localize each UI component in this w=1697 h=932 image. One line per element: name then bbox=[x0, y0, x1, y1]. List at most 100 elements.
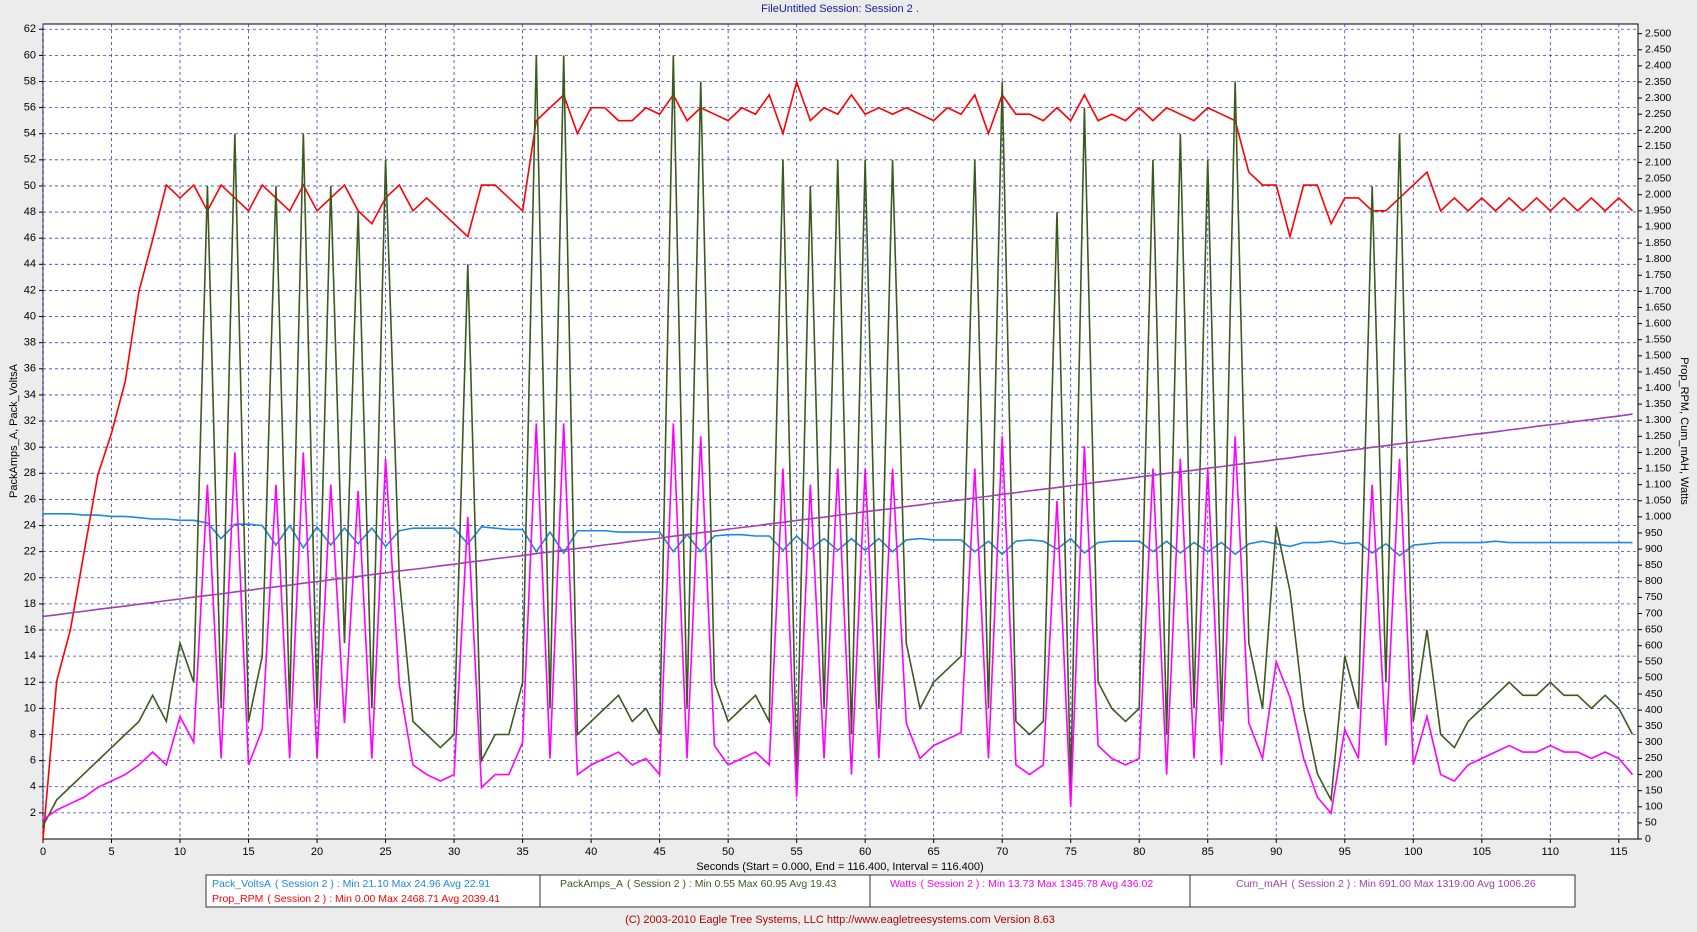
legend-name: Pack_VoltsA bbox=[212, 878, 271, 890]
legend-entry: Prop_RPM ( Session 2 ) : Min 0.00 Max 246… bbox=[212, 893, 500, 905]
y2-tick-label: 1.150 bbox=[1645, 462, 1671, 474]
x-tick-label: 115 bbox=[1610, 846, 1628, 858]
x-tick-label: 105 bbox=[1473, 846, 1491, 858]
y2-tick-label: 1.050 bbox=[1645, 495, 1671, 507]
y2-tick-label: 2.100 bbox=[1645, 156, 1671, 168]
y-tick-label: 6 bbox=[30, 755, 36, 767]
x-tick-label: 55 bbox=[791, 846, 803, 858]
y2-tick-label: 1.100 bbox=[1645, 478, 1671, 490]
y2-tick-label: 1.500 bbox=[1645, 350, 1671, 362]
y2-tick-label: 1.250 bbox=[1645, 430, 1671, 442]
y2-tick-label: 1.300 bbox=[1645, 414, 1671, 426]
series-line bbox=[42, 79, 1634, 840]
y2-tick-label: 2.200 bbox=[1645, 124, 1671, 136]
y-tick-label: 56 bbox=[24, 101, 36, 113]
y2-tick-label: 1.200 bbox=[1645, 446, 1671, 458]
y2-tick-label: 1.450 bbox=[1645, 366, 1671, 378]
legend-summary: ( Session 2 ) : Min 0.00 Max 2468.71 Avg… bbox=[267, 893, 500, 905]
y2-tick-label: 300 bbox=[1645, 736, 1663, 748]
y2-tick-label: 2.350 bbox=[1645, 76, 1671, 88]
x-tick-label: 100 bbox=[1404, 846, 1422, 858]
y-axis-title: PackAmps_A, Pack_VoltsA bbox=[8, 363, 20, 498]
legend-entry: Cum_mAH ( Session 2 ) : Min 691.00 Max 13… bbox=[1236, 878, 1536, 890]
y-tick-label: 54 bbox=[24, 128, 36, 140]
y-tick-label: 20 bbox=[24, 572, 36, 584]
y2-tick-label: 50 bbox=[1645, 817, 1657, 829]
y-tick-label: 34 bbox=[24, 389, 36, 401]
y2-tick-label: 400 bbox=[1645, 704, 1663, 716]
y-tick-label: 26 bbox=[24, 493, 36, 505]
x-tick-label: 0 bbox=[40, 846, 46, 858]
y-tick-label: 24 bbox=[24, 519, 36, 531]
legend-entry: Pack_VoltsA ( Session 2 ) : Min 21.10 Max… bbox=[212, 878, 490, 890]
x-tick-label: 90 bbox=[1270, 846, 1282, 858]
y2-tick-label: 1.400 bbox=[1645, 382, 1671, 394]
y2-tick-label: 100 bbox=[1645, 801, 1663, 813]
x-tick-label: 35 bbox=[516, 846, 528, 858]
y2-tick-label: 1.650 bbox=[1645, 301, 1671, 313]
legend-entry: PackAmps_A ( Session 2 ) : Min 0.55 Max 6… bbox=[560, 878, 837, 890]
y2-tick-label: 1.850 bbox=[1645, 237, 1671, 249]
y-tick-label: 60 bbox=[24, 49, 36, 61]
series-line bbox=[42, 423, 1634, 821]
x-tick-label: 110 bbox=[1542, 846, 1560, 858]
y-tick-label: 10 bbox=[24, 702, 36, 714]
y-tick-label: 12 bbox=[24, 676, 36, 688]
x-tick-label: 65 bbox=[928, 846, 940, 858]
y2-tick-label: 800 bbox=[1645, 575, 1663, 587]
y2-tick-label: 2.150 bbox=[1645, 140, 1671, 152]
x-tick-label: 20 bbox=[311, 846, 323, 858]
y2-tick-label: 500 bbox=[1645, 672, 1663, 684]
legend-summary: ( Session 2 ) : Min 0.55 Max 60.95 Avg 1… bbox=[627, 878, 837, 890]
legend-name: Prop_RPM bbox=[212, 893, 263, 905]
y2-tick-label: 900 bbox=[1645, 543, 1663, 555]
y2-tick-label: 1.600 bbox=[1645, 317, 1671, 329]
y2-tick-label: 2.000 bbox=[1645, 189, 1671, 201]
y2-tick-label: 1.900 bbox=[1645, 221, 1671, 233]
x-tick-label: 80 bbox=[1133, 846, 1145, 858]
legend-name: Cum_mAH bbox=[1236, 878, 1287, 890]
y2-tick-label: 150 bbox=[1645, 784, 1663, 796]
x-tick-label: 30 bbox=[448, 846, 460, 858]
y-tick-label: 42 bbox=[24, 284, 36, 296]
y-tick-label: 16 bbox=[24, 624, 36, 636]
y2-tick-label: 200 bbox=[1645, 768, 1663, 780]
y-tick-label: 4 bbox=[30, 781, 36, 793]
x-tick-label: 75 bbox=[1065, 846, 1077, 858]
y-tick-label: 28 bbox=[24, 467, 36, 479]
y2-tick-label: 1.550 bbox=[1645, 333, 1671, 345]
y-tick-label: 22 bbox=[24, 546, 36, 558]
y2-tick-label: 650 bbox=[1645, 623, 1663, 635]
y2-tick-label: 1.750 bbox=[1645, 269, 1671, 281]
y-tick-label: 50 bbox=[24, 180, 36, 192]
x-tick-label: 50 bbox=[722, 846, 734, 858]
x-tick-label: 95 bbox=[1339, 846, 1351, 858]
legend-summary: ( Session 2 ) : Min 691.00 Max 1319.00 A… bbox=[1291, 878, 1536, 890]
y2-tick-label: 700 bbox=[1645, 607, 1663, 619]
y2-tick-label: 600 bbox=[1645, 640, 1663, 652]
y2-tick-label: 2.450 bbox=[1645, 44, 1671, 56]
y2-tick-label: 950 bbox=[1645, 527, 1663, 539]
y-tick-label: 52 bbox=[24, 154, 36, 166]
legend-summary: ( Session 2 ) : Min 21.10 Max 24.96 Avg … bbox=[275, 878, 490, 890]
y2-tick-label: 750 bbox=[1645, 591, 1663, 603]
legend-box bbox=[205, 874, 1576, 908]
y-tick-label: 32 bbox=[24, 415, 36, 427]
y2-tick-label: 2.300 bbox=[1645, 92, 1671, 104]
y2-tick-label: 250 bbox=[1645, 752, 1663, 764]
y-tick-label: 38 bbox=[24, 337, 36, 349]
y-tick-label: 40 bbox=[24, 310, 36, 322]
y2-tick-label: 850 bbox=[1645, 559, 1663, 571]
legend-entry: Watts ( Session 2 ) : Min 13.73 Max 1345.… bbox=[890, 878, 1153, 890]
y2-tick-label: 1.950 bbox=[1645, 205, 1671, 217]
y2-tick-label: 1.800 bbox=[1645, 253, 1671, 265]
x-tick-label: 70 bbox=[996, 846, 1008, 858]
y2-tick-label: 2.050 bbox=[1645, 172, 1671, 184]
y2-tick-label: 550 bbox=[1645, 656, 1663, 668]
y-tick-label: 18 bbox=[24, 598, 36, 610]
x-tick-label: 25 bbox=[379, 846, 391, 858]
y-tick-label: 8 bbox=[30, 728, 36, 740]
y-tick-label: 48 bbox=[24, 206, 36, 218]
x-tick-label: 85 bbox=[1202, 846, 1214, 858]
